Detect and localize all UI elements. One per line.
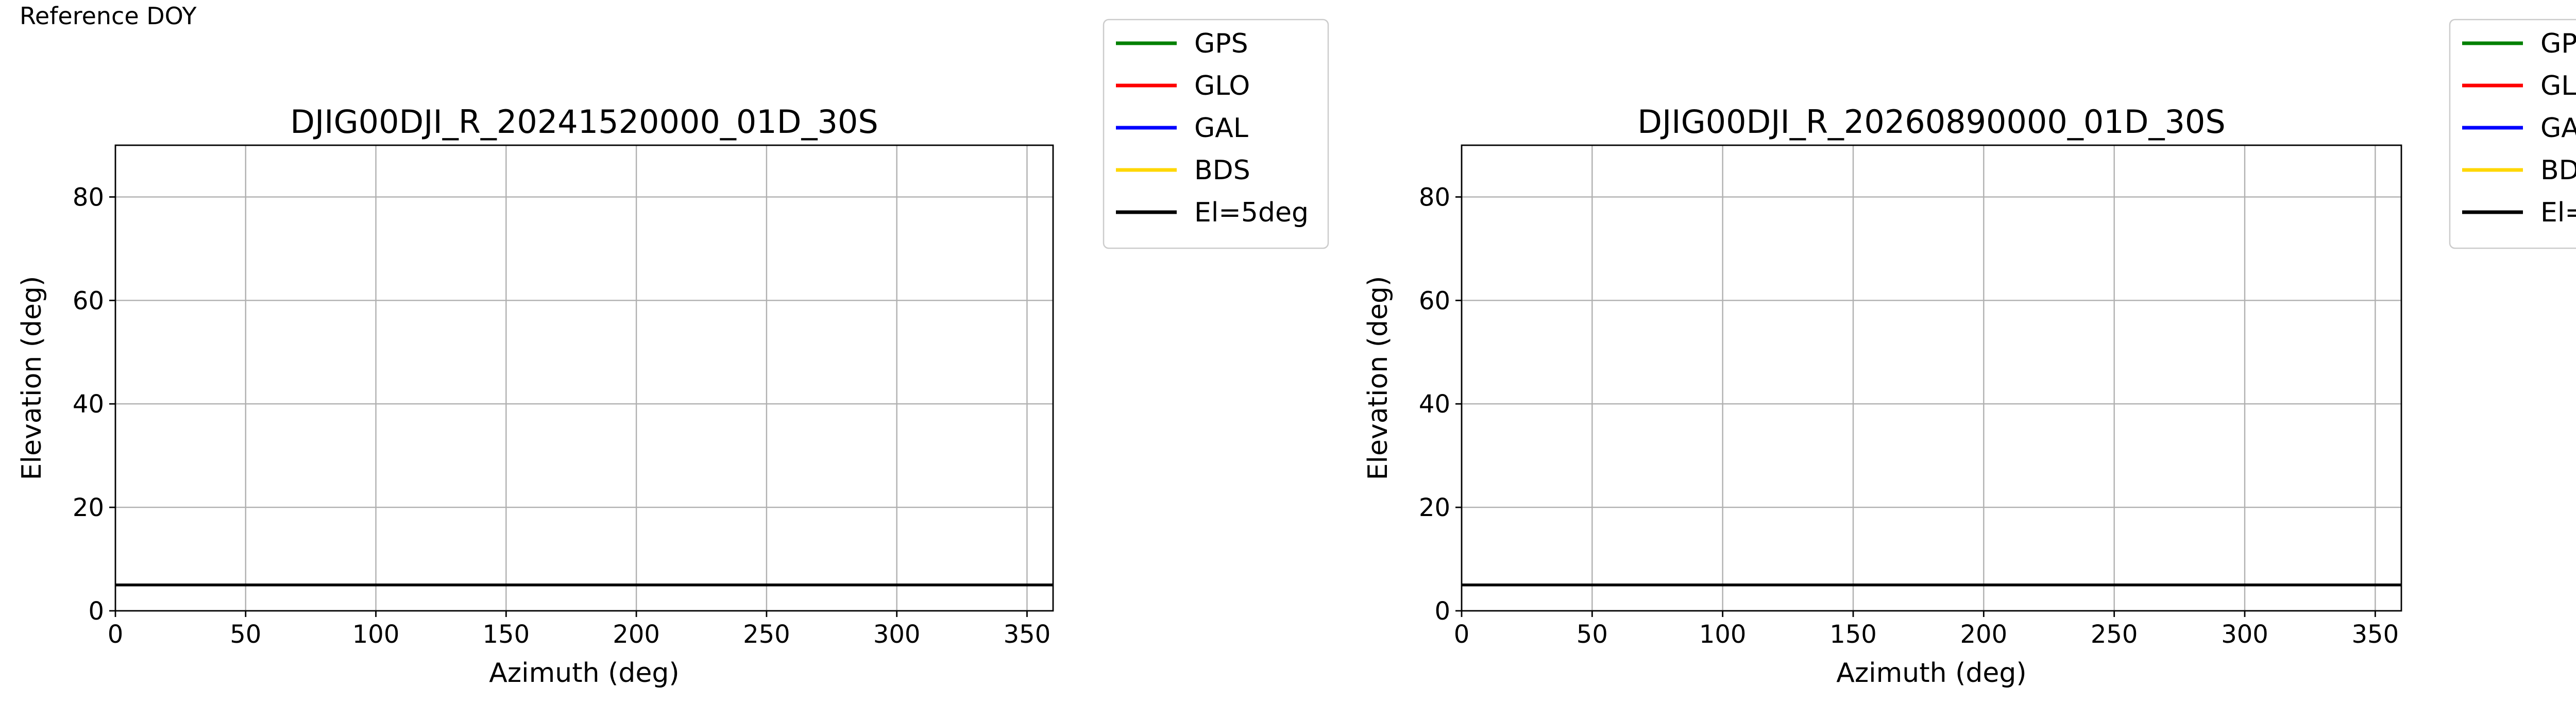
legend-entry-label: GLO [1194,71,1250,101]
legend: GPS GLO GAL BDS El=5deg [2449,19,2576,249]
legend-entry-label: El=5deg [2540,197,2576,228]
legend-entry-label: BDS [1194,155,1250,186]
y-tick-label: 20 [1419,493,1450,522]
y-tick-label: 0 [88,597,104,626]
legend-entry-label: GPS [1194,28,1248,59]
legend-box [2449,19,2576,249]
legend-entry-label: GPS [2540,28,2576,59]
x-tick-label: 350 [2352,620,2399,649]
chart-panel-right: DJIG00DJI_R_20260890000_01D_30S 0 50 100 150… [1363,19,2576,689]
legend-entry-label: GAL [1194,113,1248,144]
x-tick-label: 250 [743,620,790,649]
y-tick-label: 40 [1419,390,1450,419]
x-tick-label: 200 [1960,620,2008,649]
legend-entry-label: GLO [2540,71,2576,101]
x-axis-label: Azimuth (deg) [1836,658,2026,689]
y-tick-label: 80 [73,183,104,212]
x-tick-label: 0 [1454,620,1470,649]
axes-frame [1461,144,2402,612]
chart-title: DJIG00DJI_R_20260890000_01D_30S [1637,103,2225,141]
y-tick-label: 40 [73,390,104,419]
x-tick-label: 300 [873,620,921,649]
legend-entry-label: GAL [2540,113,2576,144]
x-tick-label: 50 [230,620,261,649]
x-tick-label: 250 [2091,620,2138,649]
y-axis-label: Elevation (deg) [16,276,47,481]
x-tick-label: 50 [1577,620,1608,649]
y-tick-label: 60 [73,286,104,315]
x-tick-label: 300 [2221,620,2268,649]
y-tick-label: 20 [73,493,104,522]
x-tick-label: 100 [352,620,400,649]
y-axis-label: Elevation (deg) [1363,276,1394,481]
axes-frame [114,144,1054,612]
y-tick-label: 80 [1419,183,1450,212]
legend: GPS GLO GAL BDS El=5deg [1103,19,1329,249]
x-tick-label: 0 [108,620,124,649]
x-tick-label: 150 [483,620,530,649]
x-axis-label: Azimuth (deg) [489,658,679,689]
x-tick-label: 150 [1829,620,1877,649]
legend-entry-label: BDS [2540,155,2576,186]
y-tick-label: 0 [1434,597,1450,626]
legend-box [1103,19,1329,249]
legend-entry-label: El=5deg [1194,197,1309,228]
x-tick-label: 100 [1699,620,1747,649]
reference-doy-label: Reference DOY [20,2,197,30]
x-tick-label: 200 [613,620,660,649]
y-tick-label: 60 [1419,286,1450,315]
x-tick-label: 350 [1004,620,1051,649]
chart-panel-left: DJIG00DJI_R_20241520000_01D_30S 0 50 100 150… [16,19,1329,689]
chart-title: DJIG00DJI_R_20241520000_01D_30S [290,103,878,141]
